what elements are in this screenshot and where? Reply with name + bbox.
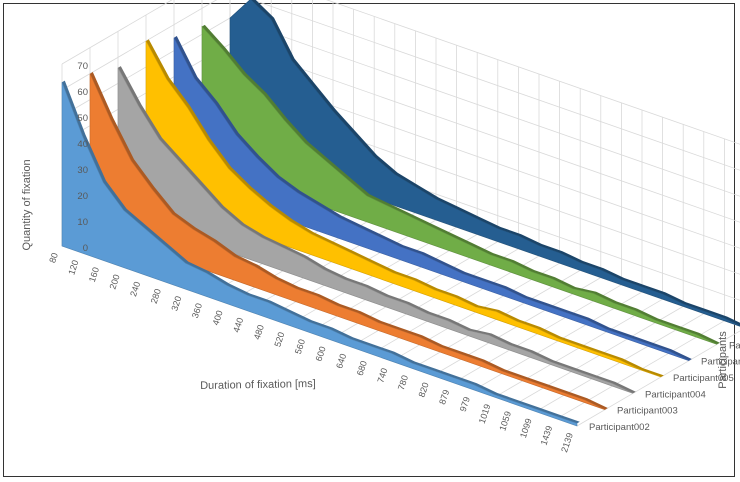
y-tick-label: 10	[77, 217, 88, 228]
x-tick-label: 520	[272, 331, 286, 348]
series-label: Participant004	[645, 389, 706, 400]
x-tick-labels: 80 120 160 200 240 280 320 360 400 440 480 520 560 60…	[47, 252, 575, 454]
x-tick-label: 640	[334, 352, 348, 369]
series-Participant003	[89, 72, 608, 410]
x-tick-label: 280	[149, 288, 163, 305]
x-tick-label: 680	[355, 360, 369, 377]
series-Participant006	[173, 36, 692, 361]
x-tick-label: 2139	[559, 432, 575, 454]
x-tick-label: 560	[293, 338, 307, 355]
x-tick-label: 1099	[518, 417, 534, 439]
series-Participant007	[201, 24, 720, 345]
x-tick-label: 160	[87, 266, 101, 283]
x-tick-label: 740	[375, 367, 389, 384]
x-axis-label: Duration of fixation [ms]	[200, 378, 316, 392]
x-tick-label: 1019	[477, 403, 493, 425]
x-tick-label: 879	[437, 388, 451, 405]
x-tick-label: 320	[169, 295, 183, 312]
series-area	[61, 82, 578, 427]
series-label: Participant005	[673, 373, 734, 384]
x-tick-label: 979	[458, 396, 472, 413]
x-tick-label: 1059	[497, 410, 513, 432]
x-tick-label: 360	[190, 302, 204, 319]
series-label: Participant002	[589, 422, 650, 433]
series-area	[201, 25, 718, 345]
y-tick-label: 50	[77, 113, 88, 124]
y-tick-labels: 0 10 20 30 40 50 60 70	[77, 61, 88, 254]
y-tick-label: 60	[77, 87, 88, 98]
x-tick-label: 1439	[539, 424, 555, 446]
y-axis-label: Quantity of fixation	[21, 159, 33, 250]
series-label: Participant006	[701, 357, 740, 368]
series-labels: Participant008Participant007Participant0…	[589, 340, 740, 433]
z-axis-label: Participants	[717, 331, 729, 389]
y-tick-label: 70	[77, 61, 88, 72]
x-tick-label: 600	[314, 345, 328, 362]
series-label: Participant003	[617, 406, 678, 417]
y-tick-label: 0	[83, 243, 88, 254]
grid-line	[326, 0, 740, 145]
grid-line	[251, 0, 740, 171]
series-area	[145, 40, 662, 378]
series-Participant005	[145, 39, 664, 378]
x-tick-label: 440	[231, 316, 245, 333]
x-tick-label: 780	[396, 374, 410, 391]
y-tick-label: 30	[77, 165, 88, 176]
series-areas	[61, 0, 740, 427]
y-tick-label: 40	[77, 139, 88, 150]
x-tick-label: 820	[417, 381, 431, 398]
x-tick-label: 120	[66, 259, 80, 276]
series-area	[89, 73, 606, 410]
x-tick-label: 240	[128, 280, 142, 297]
series-area	[117, 67, 634, 394]
x-tick-label: 200	[108, 273, 122, 290]
series-label: Participant007	[729, 340, 740, 351]
series-Participant002	[61, 80, 580, 427]
series-Participant004	[117, 66, 636, 394]
grid-line	[229, 43, 740, 223]
y-tick-label: 20	[77, 191, 88, 202]
x-tick-label: 80	[47, 252, 60, 265]
x-tick-label: 400	[211, 309, 225, 326]
grid-line	[229, 17, 740, 197]
series-top-surface	[230, 0, 740, 326]
x-tick-label: 480	[252, 324, 266, 341]
series-area	[173, 37, 690, 361]
